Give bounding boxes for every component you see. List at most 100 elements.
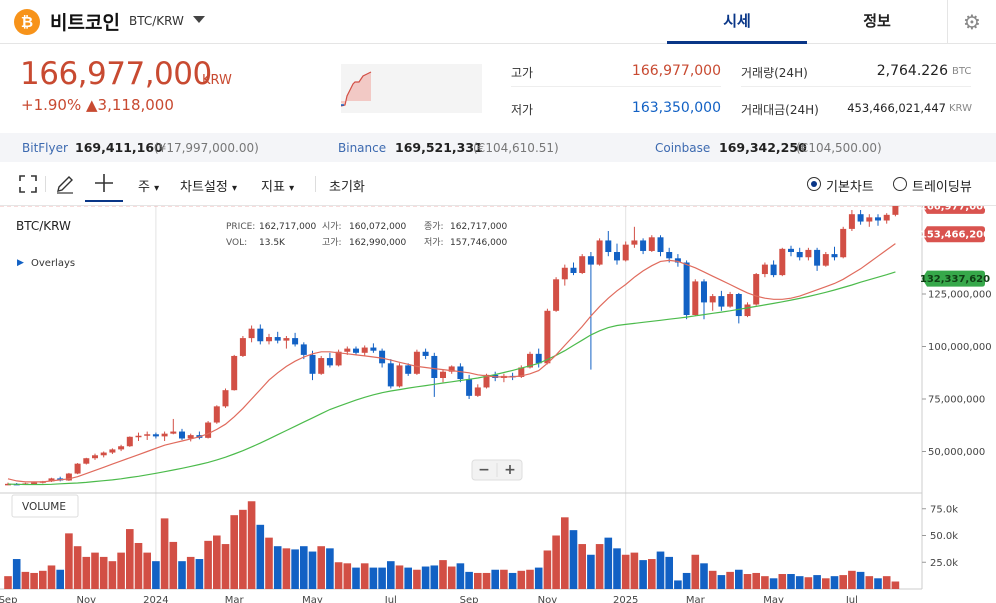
legend-price-label: PRICE: [226, 222, 255, 232]
indicators-menu[interactable]: 지표 ▾ [261, 176, 294, 195]
volume-bar [465, 571, 473, 589]
candle [770, 264, 777, 276]
volume-bar [456, 563, 465, 589]
volume-bar [743, 574, 752, 589]
exchange-bitflyer-local: (¥17,997,000.00) [154, 141, 259, 155]
volume-bar [334, 562, 343, 589]
candle [92, 455, 98, 459]
volume-bar [21, 571, 30, 589]
candle [109, 449, 116, 453]
candle [205, 422, 212, 438]
volume-bar [500, 569, 508, 589]
candle [875, 217, 881, 221]
time-tick-label: Jul [384, 595, 397, 603]
fullscreen-icon[interactable] [19, 175, 37, 193]
volume-bar [430, 565, 439, 589]
tradingview-label[interactable]: 트레이딩뷰 [912, 180, 972, 195]
price-tick-label: 75,000,000 [928, 395, 985, 406]
volume-bars [4, 501, 900, 589]
legend-close-label: 종가: [424, 221, 444, 232]
candle [666, 252, 673, 259]
candle [248, 328, 255, 339]
volume-bar [804, 577, 813, 589]
candle [831, 254, 838, 258]
candle [440, 371, 446, 378]
volume-bar [839, 575, 847, 589]
exchange-bitflyer[interactable]: BitFlyer [22, 141, 68, 155]
price-chart[interactable]: 50,000,000 75,000,000 100,000,000 125,000,0… [0, 206, 996, 603]
volume-bar [795, 576, 804, 589]
time-tick-label: 2025 [613, 595, 638, 603]
volume-bar [656, 551, 665, 589]
volume-bar [621, 554, 630, 589]
exchange-binance[interactable]: Binance [338, 141, 387, 155]
volume-bar [447, 566, 456, 589]
exchange-coinbase-price: 169,342,250 [719, 140, 807, 155]
candle [744, 304, 751, 317]
toolbar-divider [315, 176, 316, 192]
zoom-in-button[interactable]: + [504, 462, 516, 478]
caret-right-icon: ▶ [17, 258, 24, 268]
exchange-coinbase[interactable]: Coinbase [655, 141, 711, 155]
price-currency: KRW [202, 73, 232, 88]
candle [692, 281, 699, 315]
volume-bar [30, 572, 38, 589]
price-tag [922, 226, 985, 243]
candle [335, 351, 342, 366]
volume-bar [265, 537, 273, 589]
volume-bar [143, 552, 151, 589]
candle [683, 262, 690, 315]
volume-bar [12, 559, 21, 589]
trade-value: 453,466,021,447 [847, 101, 946, 115]
mini-chart-line [340, 71, 372, 107]
candle [161, 433, 168, 437]
coin-name: 비트코인 [50, 12, 120, 34]
volume-bar [204, 540, 212, 589]
candle [422, 351, 429, 356]
volume-bar [239, 509, 247, 589]
zoom-out-button[interactable]: − [478, 462, 490, 478]
tradingview-radio[interactable] [893, 177, 907, 191]
candle [614, 252, 620, 261]
volume-bar [413, 569, 421, 589]
basic-chart-radio[interactable] [807, 177, 821, 191]
gear-icon[interactable]: ⚙ [947, 0, 996, 44]
crosshair-tool[interactable] [85, 166, 123, 202]
price-tag-label: 132,337,620 [920, 274, 990, 285]
volume-bar [256, 524, 265, 589]
volume-bar [630, 552, 639, 589]
time-tick-label: May [763, 595, 784, 603]
candle [370, 347, 377, 351]
volume-unit: BTC [952, 66, 972, 77]
tab-price[interactable]: 시세 [667, 0, 807, 44]
basic-chart-label[interactable]: 기본차트 [826, 180, 874, 195]
exchange-binance-price: 169,521,331 [395, 140, 483, 155]
volume-bar [404, 567, 412, 589]
chart-settings-menu[interactable]: 차트설정 ▾ [180, 176, 237, 195]
low-label: 저가 [511, 103, 534, 117]
exchange-binance-local: (€104,610.51) [473, 141, 559, 155]
candle [587, 256, 594, 265]
tab-info[interactable]: 정보 [863, 12, 891, 30]
candle [326, 358, 333, 366]
legend-high: 162,990,000 [349, 238, 407, 248]
volume-bar [778, 574, 787, 589]
volume-axis: 25.0k 50.0k 75.0k [922, 504, 958, 569]
volume-bar [178, 561, 186, 589]
period-select[interactable]: 주 ▾ [138, 176, 159, 195]
chevron-down-icon[interactable] [193, 16, 205, 23]
volume-bar [526, 569, 534, 589]
overlays-toggle[interactable]: Overlays [31, 258, 75, 269]
time-tick-label: May [302, 595, 323, 603]
volume-bar [761, 576, 769, 589]
candle [579, 256, 586, 273]
candle [239, 338, 246, 356]
pencil-icon[interactable] [55, 174, 75, 194]
reset-button[interactable]: 초기화 [329, 180, 365, 195]
time-tick-label: Mar [225, 595, 245, 603]
candle [788, 248, 794, 252]
price-tag-label: 166,977,000 [920, 206, 990, 212]
candle [518, 367, 525, 377]
volume-bar [882, 576, 891, 589]
candle [48, 478, 55, 482]
